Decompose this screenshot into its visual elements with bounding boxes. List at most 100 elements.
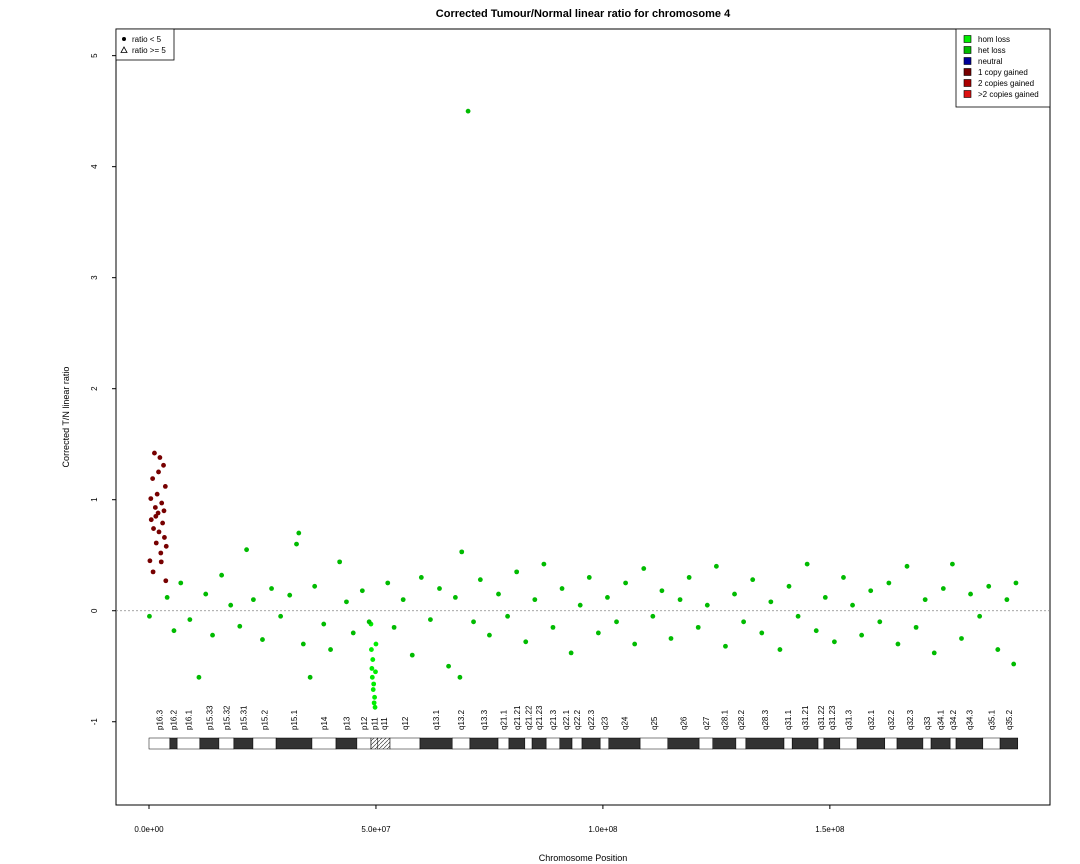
data-point [886,580,892,586]
ideogram-band [922,737,932,750]
legend-label: 2 copies gained [978,79,1034,88]
data-point [895,641,901,647]
ideogram-band [419,737,453,750]
data-point [328,647,333,652]
ideogram-band-label: p15.33 [205,705,214,730]
data-point [150,476,156,482]
data-point [822,595,828,600]
data-point [795,613,801,619]
data-point [532,597,538,603]
data-point [147,558,153,564]
ideogram-band [823,737,841,750]
data-point [159,500,165,506]
ideogram-band [148,737,171,750]
data-point [156,469,161,475]
ideogram-band [608,737,641,750]
ideogram-band [252,737,277,750]
ideogram-band-label: q34.2 [949,709,958,730]
data-point [995,647,1001,652]
ideogram-band [930,737,951,750]
ideogram-band-label: q31.23 [828,705,837,730]
legend-label: hom loss [978,35,1010,44]
ideogram-band-label: q33 [923,716,932,730]
data-point [296,530,302,536]
data-point [369,647,374,652]
data-point [550,624,556,630]
data-point [713,563,719,569]
ideogram-band [856,737,886,750]
ideogram-band [176,737,201,750]
ideogram-band [559,737,573,750]
data-point [986,583,992,589]
ideogram-band [735,737,747,750]
ideogram-band-label: q21.1 [499,709,508,730]
data-point [210,632,215,638]
ideogram-band-label: p14 [320,716,329,730]
ideogram-band-label: p11 [370,717,379,730]
data-point [968,591,973,597]
ideogram-band-label: q21.22 [524,705,533,730]
ideogram-band [581,737,601,750]
data-point [605,595,610,600]
shape-legend-label: ratio >= 5 [132,46,166,55]
data-point [156,529,162,535]
data-point [300,641,306,647]
data-point [160,520,166,526]
data-point [312,583,318,589]
data-point [950,561,955,567]
ideogram-band [469,737,499,750]
ideogram-band [667,737,700,750]
ideogram-band [949,737,957,750]
data-point [350,630,356,636]
data-point [614,619,619,625]
ideogram-band-label: q25 [650,716,659,730]
legend-swatch [963,46,972,54]
data-point [940,586,946,591]
data-point [203,591,209,597]
data-point [768,599,774,605]
data-point [157,455,163,460]
ideogram-band [377,737,391,750]
legend-swatch [963,68,972,76]
ideogram-band-label: q21.23 [535,705,544,730]
ideogram-band-label: p15.31 [239,705,248,730]
data-point [452,595,458,600]
ideogram-band-label: p16.1 [184,709,193,730]
data-point [370,657,376,662]
data-point [868,588,874,594]
ideogram-band-label: q24 [620,716,629,730]
ideogram-band-label: q28.3 [761,709,770,730]
x-axis-label: Chromosome Position [539,853,628,863]
data-point [385,580,391,586]
legend-swatch [963,57,972,65]
data-point [196,674,202,680]
ideogram-band-label: q32.3 [906,709,915,730]
data-point [369,674,375,680]
data-point [148,496,154,501]
data-point [321,621,327,627]
data-point [541,561,547,567]
data-point [804,561,810,567]
data-point [161,462,166,468]
x-tick-label: 5.0e+07 [361,825,391,834]
ideogram-band-label: q28.2 [737,709,746,730]
data-point [418,575,424,580]
data-point [632,641,638,647]
ideogram-band [599,737,610,750]
ideogram-band-label: q23 [600,716,609,730]
ideogram-band [896,737,924,750]
data-point [446,663,451,669]
ideogram-band-label: q31.1 [784,709,793,730]
ideogram-band [169,737,178,750]
legend-label: >2 copies gained [978,90,1039,99]
data-point [750,577,756,583]
data-point [577,602,583,608]
data-point [704,602,710,608]
data-point [841,575,846,580]
data-point [457,674,463,680]
data-point [373,641,379,647]
legend-label: neutral [978,57,1003,66]
data-point [850,602,855,608]
data-point [650,613,656,619]
